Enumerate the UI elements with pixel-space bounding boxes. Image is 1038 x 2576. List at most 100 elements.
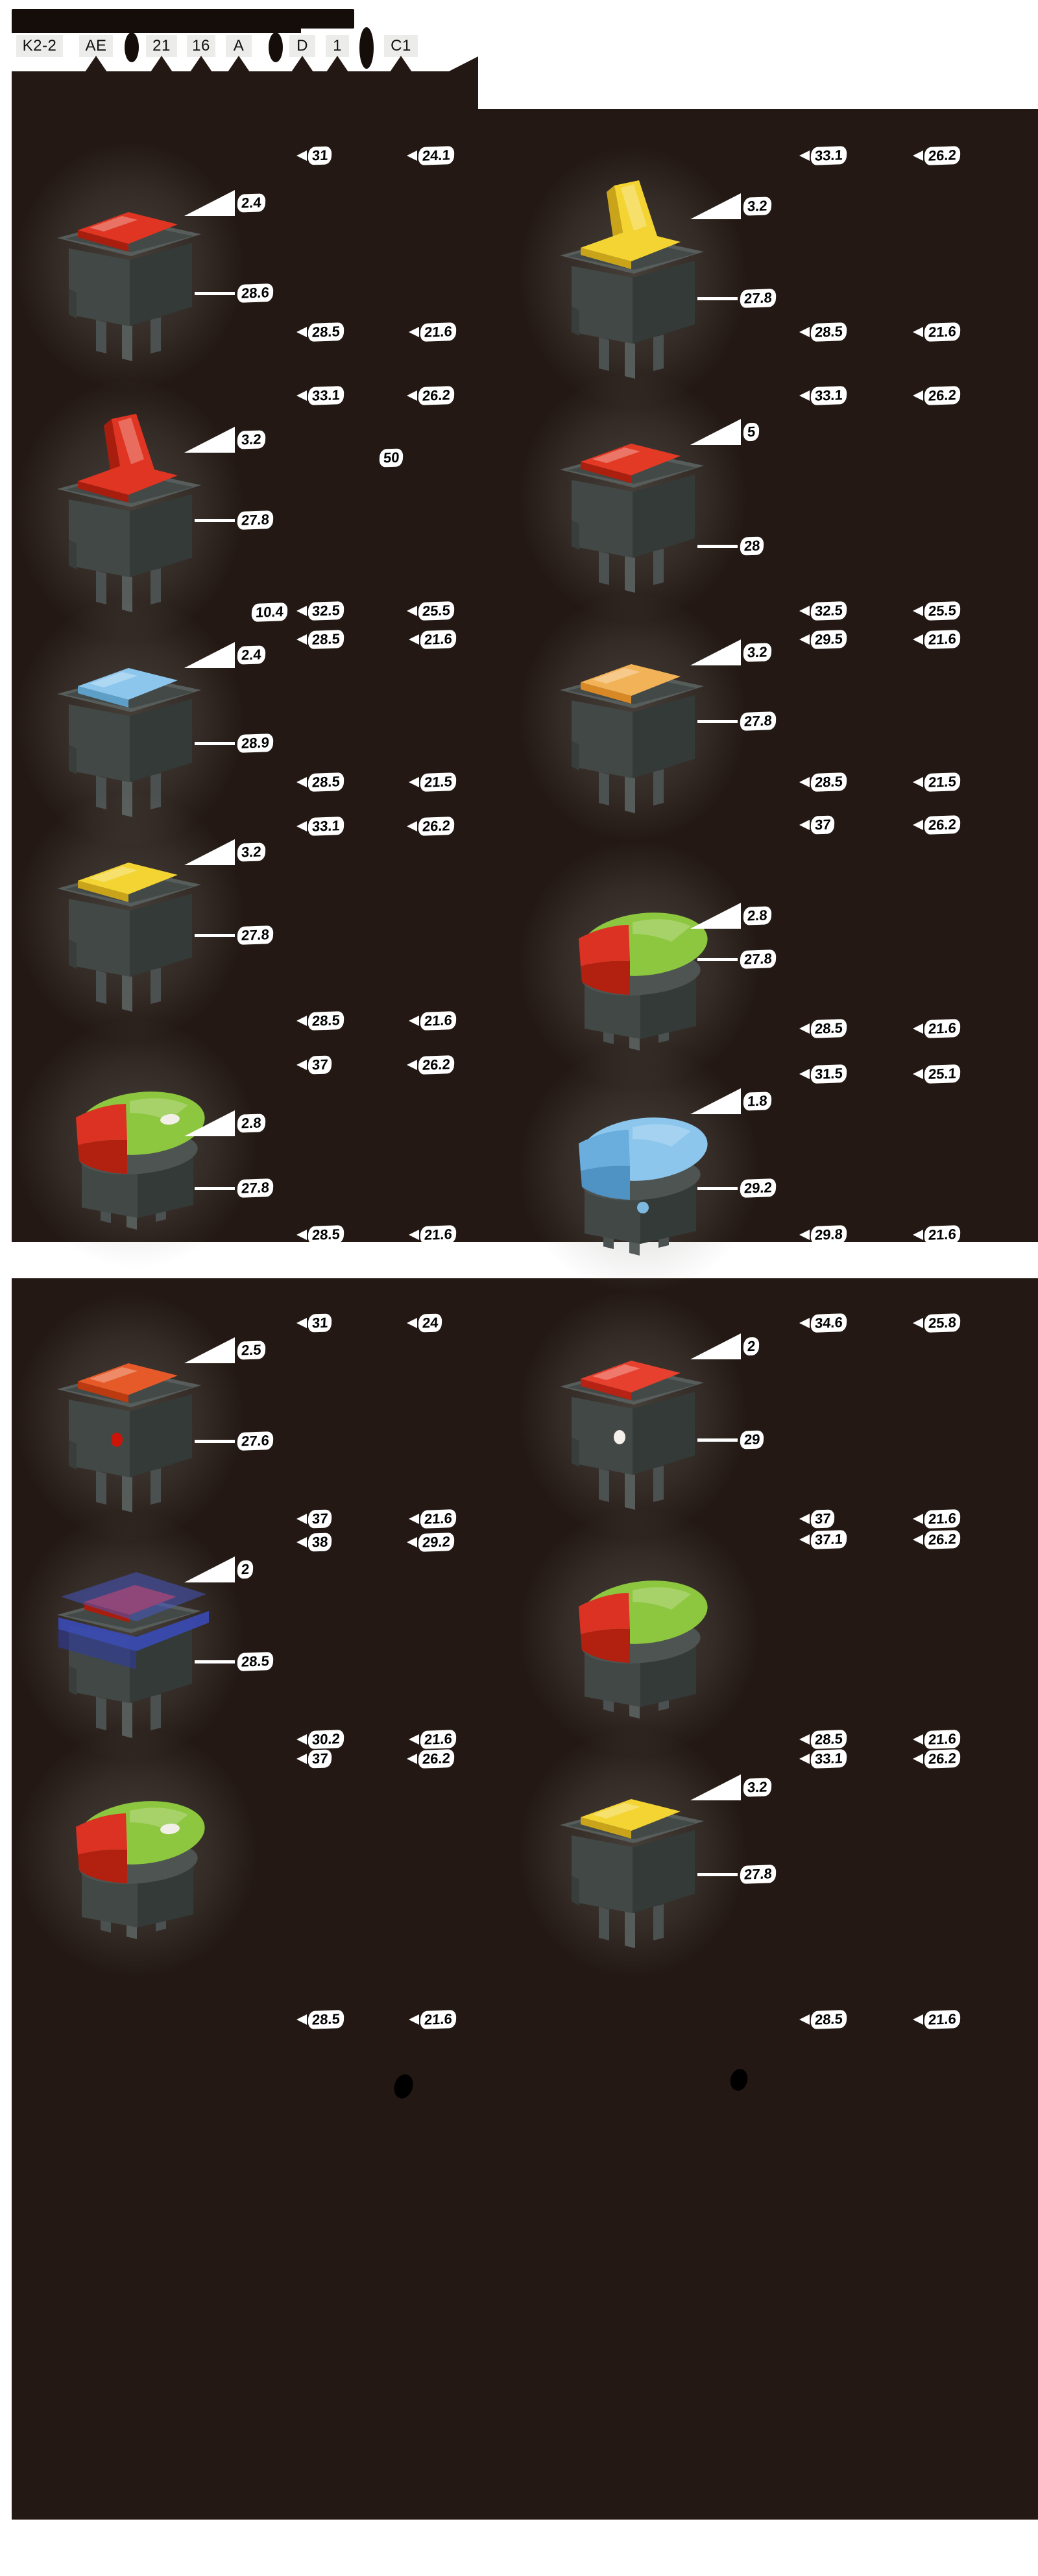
dimension-arrow-icon	[799, 820, 810, 830]
product-image-p1-r4-right-round-switch	[542, 857, 736, 1052]
dimension-label: 26.2	[913, 146, 961, 165]
dimension-label: 27.8	[195, 925, 274, 945]
dimension-label: 2.4	[184, 190, 266, 216]
product-image-p2-r2-right-round-switch	[542, 1525, 736, 1720]
dimension-arrow-icon	[799, 1754, 810, 1764]
dimension-label: 3.2	[184, 839, 266, 865]
dimension-value: 21.6	[420, 2010, 457, 2029]
dimension-arrow-icon	[913, 1230, 923, 1240]
dimension-label: 33.1	[799, 386, 847, 405]
dimension-value: 26.2	[418, 1055, 455, 1075]
dimension-value: 37	[810, 815, 836, 835]
dimension-value: 26.2	[924, 1530, 961, 1549]
dimension-label: 28	[697, 536, 765, 556]
dimension-label: 21.6	[409, 1730, 457, 1749]
dimension-label: 25.5	[913, 601, 961, 621]
dimension-value: 21.6	[420, 1730, 457, 1749]
code-box-a: A	[226, 35, 252, 57]
code-connector-arrow	[228, 56, 250, 72]
dimension-label: 26.2	[407, 1055, 455, 1075]
dimension-label: 29	[697, 1430, 765, 1449]
product-image-p1-r4-left-rocker-switch	[39, 809, 221, 1017]
code-connector-arrow	[291, 56, 313, 72]
dimension-label: 2	[690, 1333, 760, 1359]
product-image-p1-r2-left-paddle-switch	[39, 397, 221, 617]
dimension-value: 28.5	[308, 630, 344, 649]
dimension-arrow-icon	[407, 1318, 417, 1328]
dimension-value: 2.5	[237, 1341, 266, 1360]
code-box-k2-2: K2-2	[16, 35, 63, 57]
code-connector-arrow	[390, 56, 412, 72]
dimension-arrow-icon	[407, 1060, 417, 1070]
dimension-value: 24.1	[418, 146, 455, 165]
dimension-arrow-icon	[296, 606, 307, 616]
dimension-value: 24	[418, 1313, 443, 1333]
dimension-arrow-icon	[409, 1016, 419, 1026]
dimension-arrow-icon	[799, 1534, 810, 1545]
dimension-value: 21.6	[420, 1225, 457, 1245]
dimension-value: 3.2	[743, 643, 772, 662]
dimension-value: 5	[743, 422, 760, 442]
leader-line	[697, 1438, 738, 1442]
dimension-arrow-icon	[296, 1230, 307, 1240]
dimension-label: 26.2	[913, 1530, 961, 1549]
dimension-label: 28.5	[799, 1730, 847, 1749]
dimension-value: 27.8	[740, 1865, 777, 1884]
dimension-arrow-icon	[296, 390, 307, 401]
dimension-label: 28.9	[195, 733, 274, 753]
dimension-label: 24	[407, 1313, 443, 1333]
dimension-label: 21.6	[913, 1019, 961, 1038]
dimension-value: 27.8	[237, 510, 274, 530]
leader-wedge-icon	[184, 642, 235, 668]
dimension-value: 3.2	[743, 1778, 772, 1797]
code-box-c1: C1	[384, 35, 418, 57]
dimension-value: 37	[308, 1509, 333, 1529]
dimension-arrow-icon	[913, 606, 923, 616]
dimension-value: 28.5	[308, 772, 344, 792]
dimension-label: 29.2	[697, 1178, 777, 1198]
dimension-value: 26.2	[418, 386, 455, 405]
dimension-arrow-icon	[296, 1537, 307, 1547]
dimension-label: 37.1	[799, 1530, 847, 1549]
leader-line	[195, 741, 235, 745]
dimension-arrow-icon	[913, 1069, 923, 1079]
dimension-label: 21.6	[409, 1225, 457, 1245]
dimension-value: 28.5	[810, 322, 847, 342]
dimension-arrow-icon	[799, 1734, 810, 1745]
leader-line	[195, 1186, 235, 1190]
leader-line	[195, 291, 235, 295]
leader-wedge-icon	[690, 419, 741, 445]
dimension-arrow-icon	[407, 150, 417, 161]
code-bracket	[125, 32, 139, 62]
dimension-label: 21.6	[913, 630, 961, 649]
dimension-value: 21.6	[420, 322, 457, 342]
dimension-label: 24.1	[407, 146, 455, 165]
dimension-value: 37.1	[810, 1530, 847, 1549]
dimension-arrow-icon	[913, 390, 923, 401]
dimension-label: 37	[296, 1509, 333, 1529]
dimension-label: 3.2	[690, 193, 772, 219]
dimension-value: 28.9	[237, 733, 274, 753]
dimension-label: 27.8	[697, 289, 777, 308]
dimension-label: 1.8	[690, 1088, 772, 1114]
dimension-label: 33.1	[296, 386, 344, 405]
dimension-value: 21.5	[420, 772, 457, 792]
dimension-label: 37	[799, 815, 836, 835]
leader-wedge-icon	[690, 1774, 741, 1800]
dimension-label: 3.2	[690, 639, 772, 665]
dimension-value: 21.6	[924, 1019, 961, 1038]
dimension-value: 1.8	[743, 1091, 772, 1111]
dimension-value: 2.8	[743, 906, 772, 925]
product-image-p2-r1-right-rocker-switch	[542, 1307, 723, 1515]
dimension-arrow-icon	[409, 1734, 419, 1745]
dimension-arrow-icon	[913, 1318, 923, 1328]
dimension-arrow-icon	[913, 1754, 923, 1764]
leader-wedge-icon	[690, 1088, 741, 1114]
dimension-value: 28.5	[237, 1652, 274, 1671]
dimension-value: 29	[740, 1430, 765, 1449]
dimension-value: 25.5	[924, 601, 961, 621]
dimension-arrow-icon	[296, 150, 307, 161]
dimension-arrow-icon	[913, 150, 923, 161]
dimension-label: 21.6	[409, 1011, 457, 1031]
dimension-label: 21.6	[409, 1509, 457, 1529]
